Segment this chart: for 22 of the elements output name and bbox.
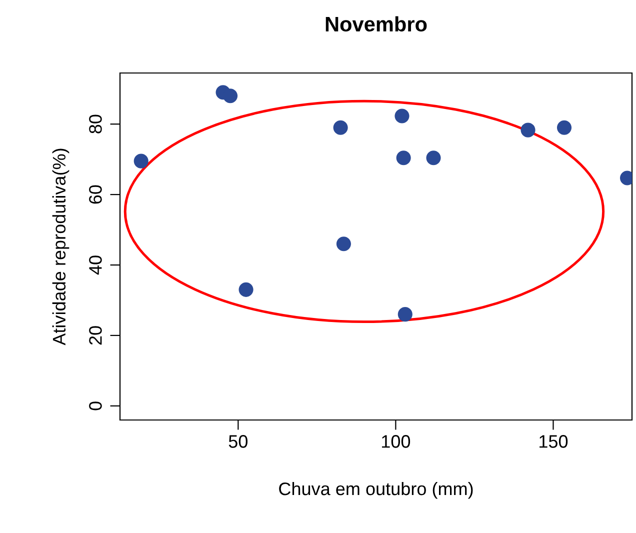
x-tick-label: 100 (382, 435, 410, 448)
point (396, 150, 411, 166)
x-tick-label: 50 (228, 435, 248, 448)
y-tick-label: 80 (89, 114, 102, 134)
y-tick-label: 0 (89, 402, 102, 410)
point (394, 108, 410, 124)
point (333, 120, 348, 135)
point (238, 282, 254, 297)
point (222, 88, 238, 104)
point (398, 307, 412, 322)
point (426, 150, 441, 166)
y-tick-label: 60 (89, 185, 102, 204)
y-tick-label: 20 (89, 326, 102, 345)
point (556, 120, 572, 135)
y-axis-title: Atividade reprodutiva(%) (52, 148, 70, 346)
point (520, 122, 536, 138)
y-tick-label: 40 (89, 256, 102, 275)
x-tick-label: 150 (540, 435, 568, 448)
chart-title: Novembro (326, 16, 427, 32)
point (134, 154, 148, 168)
point (336, 236, 351, 252)
x-axis-title: Chuva em outubro (mm) (279, 482, 473, 499)
